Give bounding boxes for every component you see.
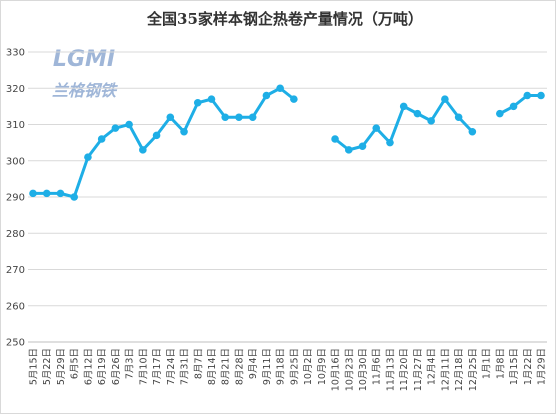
y-tick-label: 310	[6, 120, 25, 131]
data-point	[496, 109, 504, 118]
data-point	[97, 135, 106, 143]
x-tick-label: 10月9日	[317, 348, 328, 385]
data-point	[29, 189, 37, 198]
x-tick-label: 7月31日	[180, 348, 191, 385]
data-point	[276, 84, 284, 93]
data-point	[166, 113, 175, 122]
x-tick-label: 1月15日	[509, 348, 520, 385]
x-tick-label: 11月6日	[372, 348, 383, 385]
logo-name: 兰格钢铁	[52, 81, 118, 100]
y-tick-label: 250	[6, 338, 25, 349]
data-point	[125, 120, 133, 129]
x-tick-label: 12月25日	[468, 348, 479, 391]
data-point	[372, 124, 381, 132]
data-point	[193, 98, 202, 107]
logo-mark: LGMI	[53, 47, 115, 72]
y-tick-label: 300	[6, 156, 25, 167]
x-tick-label: 12月18日	[454, 348, 465, 391]
y-tick-label: 330	[6, 48, 25, 59]
y-tick-label: 260	[6, 301, 25, 312]
x-tick-label: 6月26日	[111, 348, 122, 385]
x-tick-label: 7月10日	[138, 348, 149, 385]
data-point	[427, 117, 435, 125]
x-tick-label: 10月23日	[344, 348, 355, 391]
data-point	[454, 113, 463, 122]
x-tick-label: 6月19日	[97, 348, 108, 385]
x-tick-label: 8月7日	[193, 348, 204, 379]
x-tick-label: 7月24日	[166, 348, 177, 385]
data-point	[331, 135, 339, 143]
data-point	[523, 91, 532, 100]
y-tick-label: 290	[6, 193, 25, 204]
y-tick-label: 320	[6, 84, 25, 95]
x-tick-label: 9月18日	[276, 348, 287, 385]
x-tick-label: 11月20日	[399, 348, 410, 391]
data-point	[207, 95, 216, 103]
data-point	[180, 127, 188, 136]
data-point	[537, 91, 545, 100]
x-tick-label: 10月2日	[303, 348, 314, 385]
x-tick-label: 10月30日	[358, 348, 369, 391]
x-tick-label: 9月11日	[262, 348, 273, 385]
x-tick-label: 6月12日	[83, 348, 94, 385]
x-tick-label: 12月4日	[427, 348, 438, 385]
x-tick-label: 5月29日	[56, 348, 67, 385]
x-tick-label: 7月3日	[125, 348, 136, 379]
x-tick-label: 1月22日	[523, 348, 534, 385]
data-point	[139, 146, 147, 154]
data-point	[413, 109, 422, 118]
x-tick-label: 5月22日	[42, 348, 53, 385]
data-point	[358, 142, 367, 151]
y-tick-label: 270	[6, 265, 25, 276]
data-point	[441, 95, 449, 103]
x-tick-label: 1月1日	[482, 348, 493, 379]
x-tick-label: 1月8日	[495, 348, 506, 379]
x-tick-label: 12月11日	[440, 348, 451, 391]
data-point	[152, 131, 161, 140]
data-point	[248, 113, 257, 122]
x-tick-label: 11月27日	[413, 348, 424, 391]
data-point	[344, 146, 353, 154]
x-tick-label: 10月16日	[331, 348, 342, 391]
x-tick-label: 9月25日	[289, 348, 300, 385]
data-point	[386, 138, 394, 147]
data-point	[84, 153, 92, 161]
x-tick-label: 9月4日	[248, 348, 259, 379]
data-point	[509, 102, 518, 111]
y-tick-label: 280	[6, 229, 25, 240]
x-tick-label: 7月17日	[152, 348, 163, 385]
x-tick-label: 8月14日	[207, 348, 218, 385]
x-tick-label: 6月5日	[70, 348, 81, 379]
data-point	[399, 102, 408, 111]
x-tick-label: 11月13日	[385, 348, 396, 391]
x-tick-label: 8月21日	[221, 348, 232, 385]
x-tick-label: 1月29日	[537, 348, 548, 385]
data-point	[235, 113, 243, 122]
data-point	[262, 91, 271, 100]
chart-title: 全国35家样本钢企热卷产量情况（万吨）	[146, 10, 423, 28]
x-tick-label: 5月15日	[29, 348, 40, 385]
data-point	[70, 193, 78, 201]
data-point	[468, 127, 477, 136]
data-point	[221, 113, 230, 122]
data-point	[56, 189, 65, 198]
data-point	[290, 95, 298, 103]
data-point	[42, 189, 51, 198]
data-point	[111, 124, 120, 132]
x-tick-label: 8月28日	[234, 348, 245, 385]
